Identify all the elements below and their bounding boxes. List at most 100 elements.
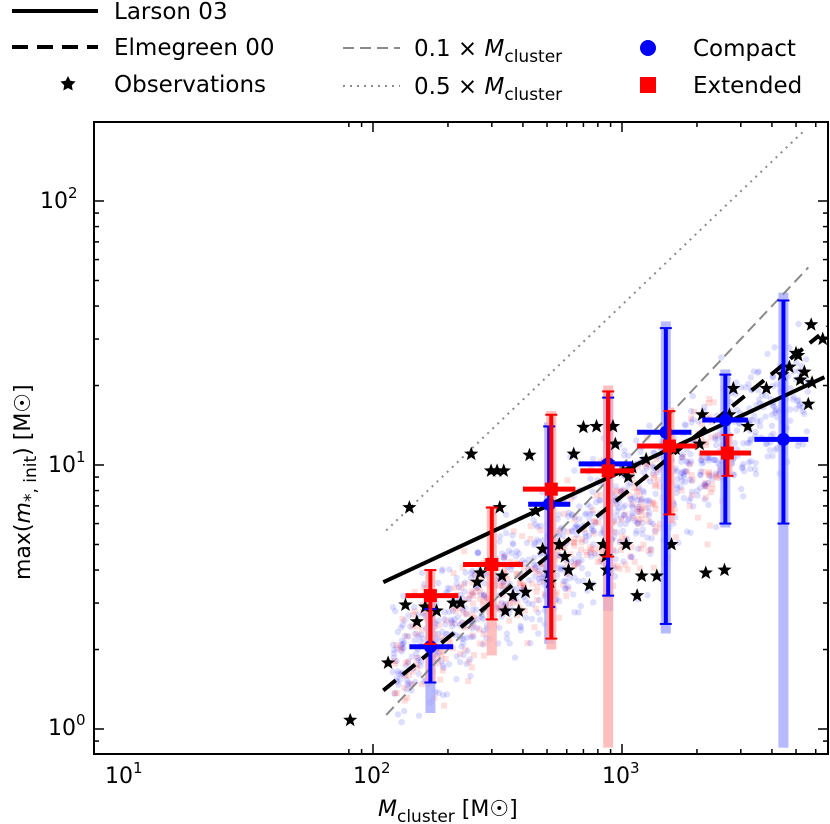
cloud-point-extended — [633, 488, 640, 495]
cloud-point-compact — [755, 368, 762, 375]
axis-ticks — [94, 122, 828, 754]
cloud-point-compact — [679, 451, 686, 458]
marker-extended — [601, 464, 615, 478]
cloud-point-compact — [638, 506, 645, 514]
cloud-point-extended — [638, 515, 645, 522]
cloud-point-extended — [689, 492, 696, 499]
cloud-point-extended — [520, 584, 527, 591]
cloud-point-extended — [652, 523, 659, 530]
cloud-point-compact — [513, 548, 520, 555]
cloud-point-extended — [507, 599, 514, 606]
cloud-point-compact — [589, 527, 596, 535]
cloud-point-compact — [435, 579, 442, 587]
cloud-point-compact — [415, 670, 423, 677]
legend-frac05-label: 0.5 × Mcluster — [414, 74, 562, 105]
x-tick-label-1000: 103 — [602, 759, 640, 789]
cloud-point-extended — [583, 549, 590, 555]
cloud-point-extended — [694, 514, 701, 521]
cloud-point-extended — [655, 477, 662, 484]
cloud-point-compact — [590, 599, 597, 606]
observation-star — [695, 407, 710, 421]
cloud-point-compact — [530, 541, 538, 549]
cloud-point-extended — [707, 489, 714, 496]
cloud-point-extended — [480, 652, 487, 659]
cloud-point-compact — [401, 617, 408, 624]
cloud-point-compact — [619, 527, 627, 535]
cloud-point-compact — [686, 461, 693, 468]
cloud-point-compact — [634, 519, 641, 526]
cloud-point-extended — [590, 530, 597, 537]
cloud-point-extended — [469, 579, 476, 586]
cloud-point-compact — [582, 511, 589, 518]
cloud-point-extended — [504, 575, 511, 582]
cloud-point-compact — [762, 440, 770, 448]
cloud-point-compact — [474, 624, 481, 632]
observation-star — [582, 577, 597, 592]
cloud-point-compact — [634, 508, 641, 515]
cloud-point-extended — [594, 559, 601, 565]
cloud-point-compact — [684, 459, 691, 466]
cloud-point-compact — [460, 640, 467, 647]
observation-star — [418, 599, 433, 613]
cloud-point-extended — [650, 564, 657, 571]
cloud-point-compact — [411, 637, 418, 644]
cloud-point-compact — [701, 481, 708, 488]
cloud-point-extended — [447, 639, 453, 646]
cloud-point-extended — [647, 461, 654, 468]
cloud-point-extended — [534, 583, 541, 590]
marker-compact — [718, 413, 732, 427]
cloud-point-compact — [690, 503, 697, 510]
cloud-point-compact — [587, 504, 594, 511]
cloud-point-compact — [649, 520, 656, 528]
cloud-point-extended — [635, 520, 642, 527]
cloud-point-compact — [568, 558, 575, 566]
cloud-point-compact — [582, 537, 589, 544]
cloud-point-compact — [629, 512, 636, 519]
observation-star — [470, 574, 485, 589]
cloud-point-compact — [391, 690, 398, 697]
cloud-point-extended — [513, 571, 520, 577]
cloud-point-compact — [738, 384, 745, 391]
cloud-point-compact — [589, 488, 596, 495]
cloud-point-compact — [569, 528, 576, 535]
cloud-point-compact — [629, 509, 636, 517]
cloud-point-extended — [514, 571, 521, 578]
cloud-point-compact — [769, 452, 776, 460]
cloud-point-extended — [464, 596, 471, 603]
cloud-point-compact — [435, 689, 442, 696]
model-lines — [382, 129, 826, 716]
cloud-point-compact — [773, 406, 780, 413]
cloud-point-extended — [621, 488, 628, 494]
cloud-point-compact — [642, 498, 650, 505]
cloud-point-compact — [753, 418, 761, 425]
cloud-point-extended — [442, 655, 449, 662]
cloud-point-compact — [586, 549, 594, 557]
cloud-point-extended — [653, 456, 660, 463]
cloud-point-extended — [683, 468, 690, 475]
cloud-point-compact — [515, 550, 523, 557]
cloud-point-compact — [637, 497, 644, 504]
cloud-point-compact — [697, 471, 704, 478]
cloud-point-compact — [681, 468, 689, 475]
cloud-point-compact — [592, 519, 599, 526]
cloud-point-extended — [610, 562, 617, 569]
cloud-point-extended — [689, 476, 696, 483]
cloud-point-compact — [795, 320, 802, 328]
cloud-point-extended — [420, 609, 427, 616]
cloud-point-extended — [702, 441, 709, 448]
cloud-point-extended — [561, 544, 568, 551]
cloud-point-compact — [644, 497, 651, 504]
cloud-point-extended — [617, 538, 624, 545]
observation-star — [589, 418, 604, 433]
cloud-point-extended — [575, 559, 582, 566]
cloud-point-compact — [511, 654, 519, 661]
cloud-point-compact — [474, 549, 482, 557]
observation-star — [535, 541, 550, 556]
cloud-point-extended — [708, 434, 715, 441]
observation-star — [782, 359, 797, 374]
cloud-point-extended — [440, 647, 447, 654]
cloud-point-compact — [475, 549, 482, 556]
cloud-point-compact — [532, 521, 539, 528]
cloud-point-extended — [409, 668, 416, 675]
cloud-point-extended — [521, 584, 528, 591]
